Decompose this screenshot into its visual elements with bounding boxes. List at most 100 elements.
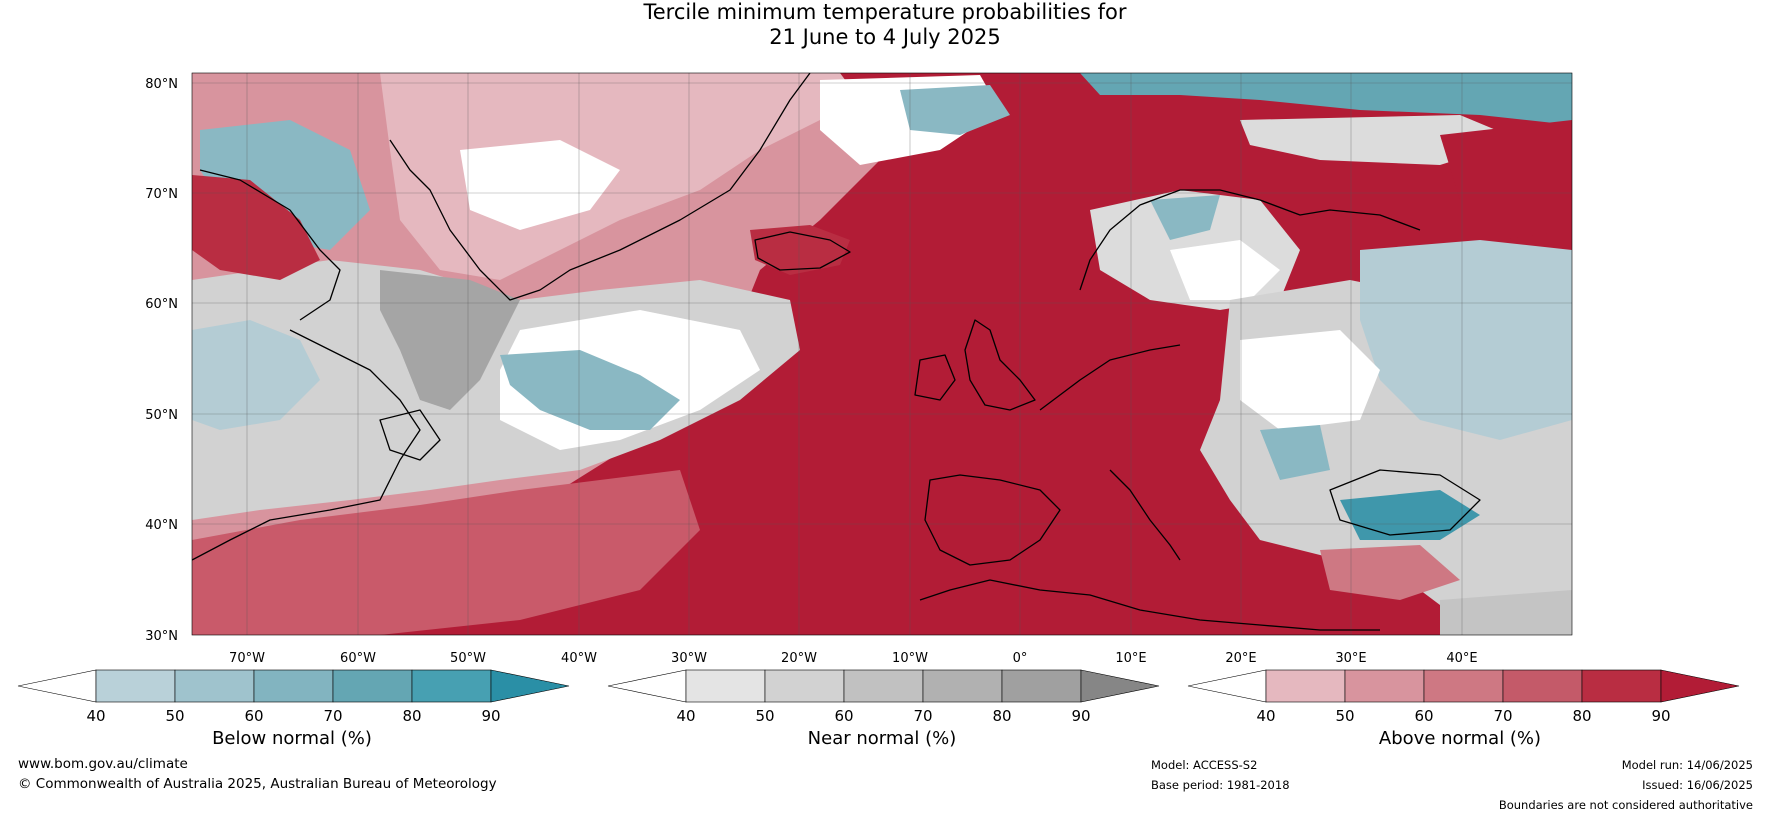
colorbar-segment xyxy=(411,669,492,703)
colorbar-segment xyxy=(1423,669,1504,703)
colorbar-tick-label: 60 xyxy=(1414,707,1433,725)
lon-label-40e: 40°E xyxy=(1446,651,1477,666)
coast-blacksea xyxy=(1329,469,1481,536)
lon-label-10e: 10°E xyxy=(1115,651,1146,666)
field-se-gray xyxy=(1440,590,1572,635)
field-scandinavia-blue xyxy=(1150,195,1220,240)
field-arctic-blue-west xyxy=(900,85,1010,135)
colorbar-tick-label: 70 xyxy=(323,707,342,725)
lon-label-20e: 20°E xyxy=(1225,651,1256,666)
colorbar-tick-label: 80 xyxy=(1572,707,1591,725)
field-below-labrador xyxy=(192,320,320,430)
field-below-atlantic xyxy=(500,350,680,430)
colorbar-tick-label: 70 xyxy=(1493,707,1512,725)
colorbar-segment xyxy=(843,669,924,703)
colorbar-tick-label: 40 xyxy=(86,707,105,725)
colorbar-below-normal: 40 50 60 70 80 90 xyxy=(17,669,570,725)
colorbar-tick-label: 40 xyxy=(1256,707,1275,725)
field-subtropic-mid xyxy=(192,470,700,635)
colorbar-segment xyxy=(1001,669,1082,703)
lon-label-60w: 60°W xyxy=(340,651,376,666)
colorbar-tick-label: 40 xyxy=(676,707,695,725)
lat-label-80n: 80°N xyxy=(145,77,178,92)
colorbar-tick-label: 50 xyxy=(755,707,774,725)
lat-label-40n: 40°N xyxy=(145,518,178,533)
lon-label-40w: 40°W xyxy=(561,651,597,666)
lat-label-60n: 60°N xyxy=(145,297,178,312)
colorbar-tick-label: 80 xyxy=(992,707,1011,725)
field-blacksea-blue xyxy=(1340,490,1480,540)
colorbar-extend-low xyxy=(1187,669,1267,703)
coast-baffin xyxy=(199,169,341,321)
lon-label-70w: 70°W xyxy=(229,651,265,666)
colorbar-tick-label: 60 xyxy=(834,707,853,725)
issued-text: Issued: 16/06/2025 xyxy=(1642,778,1753,792)
title-line-1: Tercile minimum temperature probabilitie… xyxy=(643,0,1127,24)
colorbar-segment xyxy=(764,669,845,703)
base-period-text: Base period: 1981-2018 xyxy=(1151,778,1290,792)
colorbar-segment xyxy=(332,669,413,703)
lon-label-20w: 20°W xyxy=(781,651,817,666)
lat-label-50n: 50°N xyxy=(145,408,178,423)
colorbar-segment xyxy=(95,669,176,703)
lon-label-10w: 10°W xyxy=(892,651,928,666)
colorbar-tick-label: 80 xyxy=(402,707,421,725)
colorbar-tick-label: 50 xyxy=(165,707,184,725)
coast-greenland xyxy=(389,73,811,301)
colorbar-segment xyxy=(1344,669,1425,703)
lon-label-0: 0° xyxy=(1013,651,1028,666)
field-above-baffin xyxy=(192,175,320,280)
coast-iceland xyxy=(754,231,851,271)
copyright-text: © Commonwealth of Australia 2025, Austra… xyxy=(18,776,497,792)
colorbar-extend-high xyxy=(1080,669,1160,703)
map-field xyxy=(192,73,1572,635)
colorbar-tick-label: 90 xyxy=(1651,707,1670,725)
lat-axis-labels: 80°N 70°N 60°N 50°N 40°N 30°N xyxy=(145,77,178,644)
field-balkan-blue xyxy=(1260,425,1330,480)
coast-iberia xyxy=(924,474,1061,566)
coast-ireland xyxy=(914,354,956,401)
colorbar-segment xyxy=(1502,669,1583,703)
chart-title: Tercile minimum temperature probabilitie… xyxy=(0,0,1770,50)
coast-labrador xyxy=(192,329,421,561)
colorbar-label-near: Near normal (%) xyxy=(807,728,957,749)
colorbar-above-normal: 40 50 60 70 80 90 xyxy=(1187,669,1740,725)
map-frame xyxy=(191,72,1573,636)
model-text: Model: ACCESS-S2 xyxy=(1151,758,1258,772)
field-russia-blue xyxy=(1360,240,1572,440)
lon-label-50w: 50°W xyxy=(450,651,486,666)
coastlines xyxy=(192,73,1481,631)
colorbar-extend-high xyxy=(490,669,570,703)
lon-axis-labels: 70°W 60°W 50°W 40°W 30°W 20°W 10°W 0° 10… xyxy=(229,651,1478,666)
colorbar-extend-low xyxy=(607,669,687,703)
coast-newfoundland xyxy=(379,409,441,461)
lon-label-30e: 30°E xyxy=(1335,651,1366,666)
colorbar-tick-label: 70 xyxy=(913,707,932,725)
colorbar-segment xyxy=(253,669,334,703)
coast-europe-west xyxy=(1039,344,1181,411)
field-ukraine-white xyxy=(1240,330,1380,430)
disclaimer-text: Boundaries are not considered authoritat… xyxy=(1498,798,1753,812)
colorbar-segment xyxy=(1265,669,1346,703)
lat-label-30n: 30°N xyxy=(145,629,178,644)
field-turkey-pink xyxy=(1320,545,1460,600)
model-run-text: Model run: 14/06/2025 xyxy=(1621,758,1753,772)
colorbar-label-above: Above normal (%) xyxy=(1378,728,1542,749)
colorbar-label-below: Below normal (%) xyxy=(212,728,372,749)
colorbar-tick-label: 50 xyxy=(1335,707,1354,725)
coast-africa xyxy=(919,579,1380,631)
field-greenland-white xyxy=(460,140,620,230)
colorbar-segment xyxy=(922,669,1003,703)
field-arctic-red-east xyxy=(1440,120,1572,240)
lon-label-30w: 30°W xyxy=(671,651,707,666)
colorbar-segment xyxy=(1581,669,1662,703)
field-near-dark-labrador xyxy=(380,270,520,410)
field-scandinavia-white xyxy=(1170,240,1280,300)
colorbar-extend-low xyxy=(17,669,97,703)
title-line-2: 21 June to 4 July 2025 xyxy=(769,25,1001,49)
colorbar-tick-label: 60 xyxy=(244,707,263,725)
colorbar-segment xyxy=(174,669,255,703)
field-iceland-red xyxy=(750,225,850,275)
colorbar-near-normal: 40 50 60 70 80 90 xyxy=(607,669,1160,725)
